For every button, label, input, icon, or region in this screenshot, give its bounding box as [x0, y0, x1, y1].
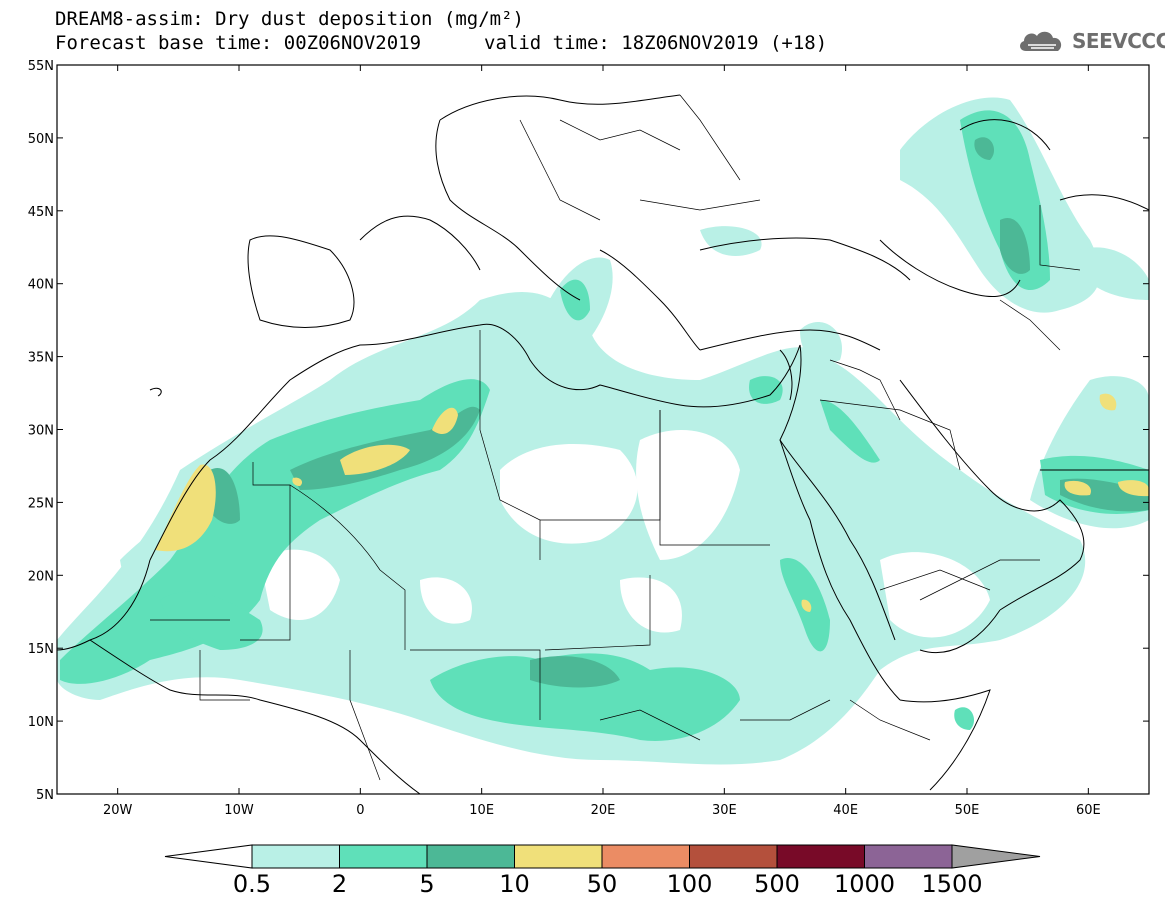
seevccc-logo: SEEVCCC — [1016, 26, 1165, 56]
dust-field — [57, 94, 1149, 794]
lon-label: 10E — [469, 803, 494, 818]
colorbar-label: 1500 — [921, 870, 982, 898]
colorbar-label: 5 — [419, 870, 434, 898]
valid-time: valid time: 18Z06NOV2019 (+18) — [484, 32, 828, 54]
cloud-logo-icon — [1020, 31, 1062, 51]
colorbar-swatch — [601, 844, 690, 869]
colorbar-under-triangle — [164, 844, 253, 869]
lat-label: 35N — [28, 351, 54, 366]
colorbar-label: 2 — [332, 870, 347, 898]
lat-label: 25N — [28, 496, 54, 511]
colorbar-label: 1000 — [834, 870, 895, 898]
colorbar-swatch — [864, 844, 953, 869]
lon-label: 60E — [1076, 803, 1101, 818]
lon-label: 10W — [224, 803, 254, 818]
colorbar-label: 500 — [754, 870, 800, 898]
coastlines — [57, 94, 1149, 794]
colorbar-swatch — [251, 844, 340, 869]
logo-text: SEEVCCC — [1072, 29, 1165, 53]
lat-label: 40N — [28, 278, 54, 293]
lat-label: 30N — [28, 424, 54, 439]
forecast-base-time: Forecast base time: 00Z06NOV2019 — [55, 32, 422, 54]
colorbar: 0.5 2 5 10 50 100 500 1000 1500 — [164, 844, 1041, 898]
colorbar-swatch — [776, 844, 865, 869]
lat-label: 5N — [36, 788, 54, 803]
colorbar-label: 100 — [667, 870, 713, 898]
dust-level-high — [155, 393, 1149, 612]
lat-label: 20N — [28, 569, 54, 584]
colorbar-swatch — [689, 844, 778, 869]
lat-label: 55N — [28, 59, 54, 74]
colorbar-label: 10 — [499, 870, 530, 898]
lat-label: 15N — [28, 642, 54, 657]
dust-clear-patches — [260, 430, 990, 638]
lon-label: 30E — [712, 803, 737, 818]
colorbar-swatch — [514, 844, 603, 869]
lon-label: 20E — [591, 803, 616, 818]
map-title: DREAM8-assim: Dry dust deposition (mg/m²… — [55, 8, 524, 30]
lat-label: 10N — [28, 715, 54, 730]
lat-label: 45N — [28, 205, 54, 220]
lon-label: 0 — [356, 803, 364, 818]
colorbar-label: 0.5 — [233, 870, 271, 898]
lon-label: 20W — [103, 803, 133, 818]
lat-label: 50N — [28, 132, 54, 147]
lon-label: 40E — [833, 803, 858, 818]
colorbar-swatch — [339, 844, 428, 869]
longitude-axis: 20W 10W 0 10E 20E 30E 40E 50E 60E — [103, 65, 1101, 818]
colorbar-over-triangle — [951, 844, 1041, 869]
country-borders — [150, 94, 1081, 781]
colorbar-label: 50 — [587, 870, 618, 898]
colorbar-swatch — [426, 844, 515, 869]
lon-label: 50E — [955, 803, 980, 818]
latitude-axis: 55N 50N 45N 40N 35N 30N 25N 20N 15N 10N 5N — [28, 59, 1149, 803]
